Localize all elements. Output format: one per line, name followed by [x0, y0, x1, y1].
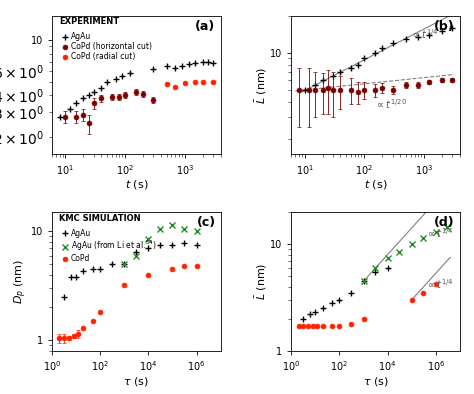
Text: $\propto t^{1/4}$: $\propto t^{1/4}$ — [410, 27, 438, 41]
X-axis label: $\tau$ (s): $\tau$ (s) — [123, 375, 149, 388]
Y-axis label: $\bar{L}$ (nm): $\bar{L}$ (nm) — [254, 66, 269, 104]
Text: (a): (a) — [195, 20, 216, 33]
Legend: AgAu, CoPd (horizontal cut), CoPd (radial cut): AgAu, CoPd (horizontal cut), CoPd (radia… — [59, 31, 153, 63]
Text: KMC SIMULATION: KMC SIMULATION — [59, 214, 140, 223]
Y-axis label: $\bar{L}$ (nm): $\bar{L}$ (nm) — [254, 263, 269, 300]
X-axis label: $\tau$ (s): $\tau$ (s) — [363, 375, 389, 388]
X-axis label: $t$ (s): $t$ (s) — [125, 178, 148, 191]
Text: (d): (d) — [434, 216, 455, 229]
Legend: AgAu, AgAu (from Li et al.$^{54}$), CoPd: AgAu, AgAu (from Li et al.$^{54}$), CoPd — [59, 227, 158, 265]
Text: EXPERIMENT: EXPERIMENT — [59, 17, 119, 26]
X-axis label: $t$ (s): $t$ (s) — [364, 178, 387, 191]
Text: (b): (b) — [434, 20, 455, 33]
Y-axis label: $D_p$ (nm): $D_p$ (nm) — [13, 259, 29, 304]
Text: $\propto t^{1/4}$: $\propto t^{1/4}$ — [426, 277, 454, 291]
Text: $\propto t^{1/4}$: $\propto t^{1/4}$ — [426, 226, 454, 240]
Text: (c): (c) — [196, 216, 216, 229]
Text: $\propto t^{1/20}$: $\propto t^{1/20}$ — [375, 97, 407, 111]
